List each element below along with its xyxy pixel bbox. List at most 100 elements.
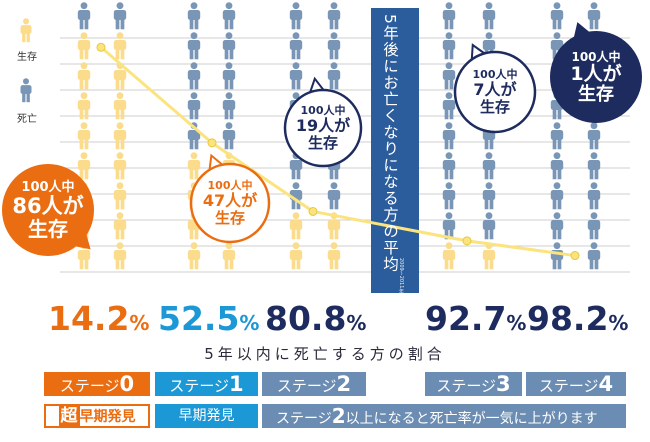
person-dead-icon <box>222 2 236 30</box>
legend-alive-label: 生存 <box>17 52 37 63</box>
center-band <box>371 8 419 293</box>
person-dead-icon <box>482 182 496 210</box>
percent-stage4: 98.2% <box>527 299 629 338</box>
person-alive-icon <box>113 32 127 60</box>
average-label-period: 2009〜2011年 <box>398 258 404 294</box>
person-dead-icon <box>289 62 303 90</box>
legend-alive-icon <box>20 18 32 43</box>
callout-line-top: 100人中 <box>207 179 253 192</box>
stage-2-label: ステージ2 <box>262 372 366 396</box>
person-dead-icon <box>442 2 456 30</box>
person-dead-icon <box>587 242 601 270</box>
person-alive-icon <box>442 242 456 270</box>
person-alive-icon <box>289 242 303 270</box>
trend-point <box>462 236 472 246</box>
person-alive-icon <box>77 152 91 180</box>
person-dead-icon <box>442 122 456 150</box>
percent-stage2: 80.8% <box>265 299 367 338</box>
person-dead-icon <box>482 212 496 240</box>
callout-bubble <box>550 31 642 123</box>
person-dead-icon <box>442 152 456 180</box>
person-dead-icon <box>587 2 601 30</box>
trend-point <box>308 206 318 216</box>
person-alive-icon <box>113 212 127 240</box>
callout-bubble <box>189 162 271 244</box>
person-alive-icon <box>187 152 201 180</box>
trend-point <box>96 42 106 52</box>
person-dead-icon <box>587 152 601 180</box>
person-alive-icon <box>289 212 303 240</box>
callout-text: 100人中 47人が 生存 <box>191 179 269 227</box>
person-dead-icon <box>327 32 341 60</box>
average-label-text: 5年後にお亡くなりになる方の平均 <box>381 14 399 273</box>
callout-bubble <box>453 50 537 134</box>
callout-line-top: 100人中 <box>571 49 621 64</box>
legend-dead-icon <box>20 78 32 103</box>
person-dead-icon <box>442 62 456 90</box>
callout-line-middle: 86人が <box>12 194 84 218</box>
person-dead-icon <box>187 62 201 90</box>
person-alive-icon <box>77 92 91 120</box>
callout-line-middle: 7人が <box>473 80 517 99</box>
person-dead-icon <box>550 182 564 210</box>
callout-line-middle: 1人が <box>570 62 622 85</box>
percent-stage3: 92.7% <box>425 299 527 338</box>
bottom-title: 5年以内に死亡する方の割合 <box>204 345 446 363</box>
callout-line-middle: 47人が <box>202 191 258 210</box>
super-early-detection-label: 超早期発見 <box>44 404 150 428</box>
person-alive-icon <box>327 242 341 270</box>
percent-stage0: 14.2% <box>48 299 150 338</box>
stage-4-label: ステージ4 <box>526 372 626 396</box>
person-alive-icon <box>77 62 91 90</box>
callout-text: 100人中 7人が 生存 <box>455 68 535 116</box>
person-dead-icon <box>187 2 201 30</box>
person-dead-icon <box>327 182 341 210</box>
callout-line-middle: 19人が <box>295 116 351 135</box>
callout-line-top: 100人中 <box>21 180 75 195</box>
callout-line-bottom: 生存 <box>307 134 338 152</box>
person-alive-icon <box>113 122 127 150</box>
person-dead-icon <box>289 32 303 60</box>
person-dead-icon <box>187 92 201 120</box>
trend-points <box>96 42 580 261</box>
person-dead-icon <box>327 2 341 30</box>
person-dead-icon <box>482 2 496 30</box>
callout-line-top: 100人中 <box>300 104 346 117</box>
callout-line-top: 100人中 <box>472 68 518 81</box>
callout-shapes <box>2 22 642 256</box>
person-dead-icon <box>222 32 236 60</box>
stage-0-label: ステージ0 <box>44 372 150 396</box>
person-dead-icon <box>550 2 564 30</box>
person-dead-icon <box>442 182 456 210</box>
callout-line-bottom: 生存 <box>28 217 68 241</box>
person-dead-icon <box>289 2 303 30</box>
legend-dead-label: 死亡 <box>17 114 37 125</box>
percent-stage1: 52.5% <box>158 299 260 338</box>
person-dead-icon <box>587 212 601 240</box>
person-dead-icon <box>550 152 564 180</box>
person-dead-icon <box>482 152 496 180</box>
person-alive-icon <box>113 182 127 210</box>
stage-3-label: ステージ3 <box>425 372 522 396</box>
person-alive-icon <box>187 242 201 270</box>
person-dead-icon <box>222 122 236 150</box>
person-dead-icon <box>222 92 236 120</box>
person-alive-icon <box>77 122 91 150</box>
person-dead-icon <box>442 92 456 120</box>
percent-average: 91.5% <box>371 313 419 331</box>
person-dead-icon <box>587 122 601 150</box>
stage-1-label: ステージ1 <box>155 372 258 396</box>
callout-text: 100人中 86人が 生存 <box>2 180 94 240</box>
callout-bubble <box>283 88 363 168</box>
average-label: 5年後にお亡くなりになる方の平均 2009〜2011年 <box>371 8 419 293</box>
person-dead-icon <box>442 32 456 60</box>
person-dead-icon <box>113 2 127 30</box>
person-dead-icon <box>327 62 341 90</box>
person-dead-icon <box>222 62 236 90</box>
legend-icons <box>20 18 32 103</box>
trend-point <box>570 251 580 261</box>
person-alive-icon <box>113 92 127 120</box>
person-alive-icon <box>113 152 127 180</box>
person-dead-icon <box>187 32 201 60</box>
person-dead-icon <box>77 2 91 30</box>
